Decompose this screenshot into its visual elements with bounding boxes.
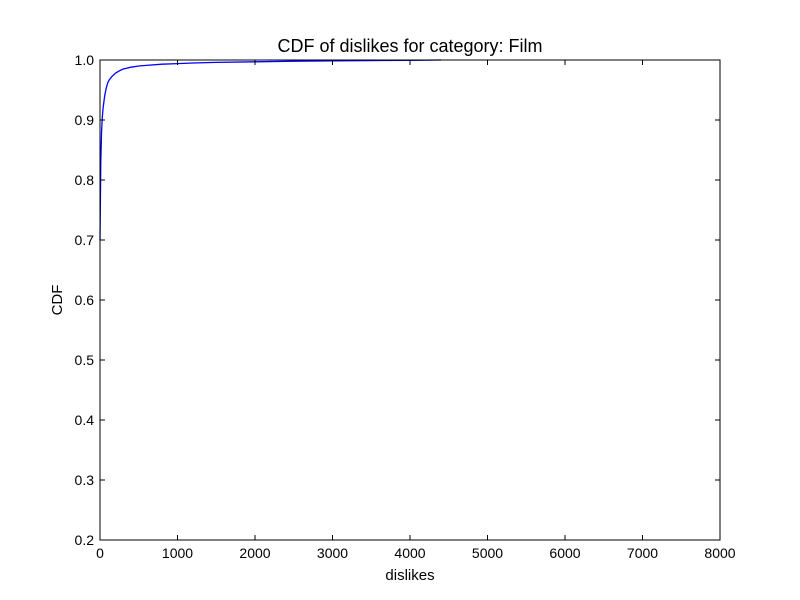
- y-tick-label: 0.5: [75, 352, 95, 368]
- y-axis-label: CDF: [49, 285, 66, 316]
- x-tick-label: 3000: [317, 545, 348, 561]
- x-tick-label: 8000: [704, 545, 735, 561]
- x-tick-label: 0: [96, 545, 104, 561]
- y-tick-label: 0.6: [75, 292, 95, 308]
- cdf-series-line: [99, 59, 442, 241]
- x-tick-label: 2000: [239, 545, 270, 561]
- y-tick-label: 0.4: [75, 412, 95, 428]
- y-tick-label: 0.8: [75, 172, 95, 188]
- x-tick-label: 5000: [472, 545, 503, 561]
- x-tick-label: 6000: [549, 545, 580, 561]
- chart-title: CDF of dislikes for category: Film: [277, 36, 542, 56]
- y-tick-label: 0.7: [75, 232, 95, 248]
- x-tick-label: 4000: [394, 545, 425, 561]
- y-tick-label: 1.0: [75, 52, 95, 68]
- y-tick-label: 0.9: [75, 112, 95, 128]
- plot-frame: [99, 59, 721, 541]
- x-tick-label: 7000: [627, 545, 658, 561]
- y-tick-label: 0.2: [75, 532, 95, 548]
- y-tick-label: 0.3: [75, 472, 95, 488]
- plot-area: 0 1000 2000 3000 4000 5000 6000 7000 8000 0.2 0.3 0…: [75, 52, 736, 561]
- x-tick-label: 1000: [162, 545, 193, 561]
- x-axis-label: dislikes: [385, 567, 434, 584]
